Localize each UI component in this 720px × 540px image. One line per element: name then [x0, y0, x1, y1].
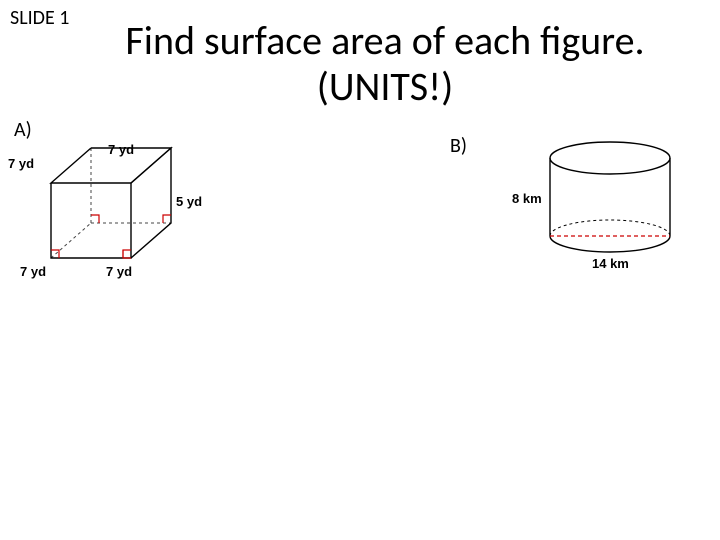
- title-line-2: (UNITS!): [317, 62, 454, 111]
- dim-b-diameter: 14 km: [592, 256, 629, 271]
- figure-a-prism: 7 yd 7 yd 5 yd 7 yd 7 yd: [6, 128, 206, 308]
- dim-a-right: 5 yd: [176, 194, 202, 209]
- figure-b-cylinder: 8 km 14 km: [510, 128, 710, 288]
- slide-label: SLIDE 1: [10, 6, 69, 30]
- title-line-1: Find surface area of each figure.: [125, 16, 644, 65]
- label-b: B): [450, 134, 467, 158]
- dim-a-bottom-right: 7 yd: [106, 264, 132, 279]
- dim-a-top-right: 7 yd: [108, 142, 134, 157]
- page-title: Find surface area of each figure. (UNITS…: [70, 18, 700, 110]
- dim-a-top-left: 7 yd: [8, 156, 34, 171]
- dim-b-height: 8 km: [512, 191, 542, 206]
- dim-a-bottom-left: 7 yd: [20, 264, 46, 279]
